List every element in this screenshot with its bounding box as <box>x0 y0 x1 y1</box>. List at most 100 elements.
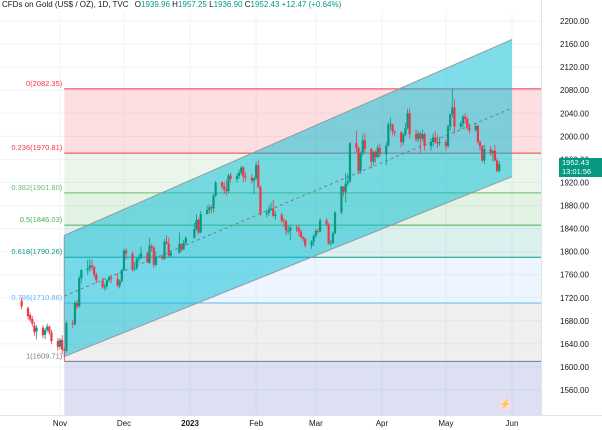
candle-body <box>116 278 119 286</box>
candle-body <box>80 270 83 279</box>
candle-body <box>180 244 183 250</box>
fib-level-label: 0.5(1846.03) <box>20 215 63 224</box>
candle-body <box>289 227 292 231</box>
candle-body <box>329 242 332 244</box>
candle-body <box>61 339 64 350</box>
candle-body <box>344 183 347 192</box>
price-tick-label: 1920.00 <box>560 178 589 187</box>
candle-body <box>406 113 409 129</box>
candle-body <box>124 250 128 254</box>
candle-body <box>225 189 228 192</box>
candle-body <box>122 250 126 271</box>
candle-body <box>393 131 396 133</box>
time-tick-label: Apr <box>376 419 389 428</box>
candle-body <box>93 267 96 275</box>
price-tick-label: 1640.00 <box>560 340 589 349</box>
time-tick-label: May <box>438 419 453 428</box>
open-label: O <box>134 0 142 9</box>
candle-body <box>408 113 411 135</box>
candle-body <box>295 227 298 229</box>
candle-body <box>250 177 253 181</box>
candle-body <box>376 147 379 158</box>
candle-body <box>267 209 271 213</box>
candle-body <box>199 214 202 233</box>
candle-body <box>327 224 330 244</box>
candle-body <box>244 176 247 178</box>
candle-body <box>481 146 484 161</box>
fibonacci-labels: 0(2082.35) 0.236(1970.81) 0.382(1901.80) 0.… <box>11 79 62 361</box>
candle-body <box>31 319 34 324</box>
candle-body <box>257 165 260 188</box>
candle-body <box>252 178 256 181</box>
candle-body <box>259 187 262 215</box>
candle-body <box>316 230 320 232</box>
candle-body <box>423 134 426 147</box>
candle-body <box>346 181 349 184</box>
candle-body <box>227 175 230 192</box>
candle-body <box>212 195 215 209</box>
candle-body <box>453 107 456 127</box>
candle-body <box>161 256 164 259</box>
candle-body <box>148 245 151 263</box>
candle-body <box>75 302 79 307</box>
candle-body <box>26 308 30 317</box>
candle-body <box>46 326 49 331</box>
candle-body <box>235 176 239 179</box>
candle-body <box>135 259 138 269</box>
candle-body <box>432 137 435 143</box>
candle-body <box>391 124 394 132</box>
candle-body <box>287 230 290 232</box>
channel-upper-line[interactable] <box>64 38 513 236</box>
candle-body <box>214 182 217 196</box>
price-tick-label: 1840.00 <box>560 225 589 234</box>
open-value: 1939.96 <box>141 0 170 9</box>
price-tick-label: 2080.00 <box>560 86 589 95</box>
candle-body <box>310 241 313 246</box>
candle-body <box>417 133 420 140</box>
candle-body <box>20 300 23 307</box>
candle-body <box>237 172 241 177</box>
candle-body <box>333 212 337 234</box>
candle-body <box>197 219 200 233</box>
candle-body <box>483 148 486 161</box>
candle-body <box>105 280 109 287</box>
candle-body <box>451 107 454 115</box>
lightning-icon[interactable]: ⚡ <box>499 398 512 411</box>
candle-body <box>95 274 98 281</box>
candle-body <box>163 241 166 259</box>
candle-body <box>265 212 268 215</box>
low-value: 1936.90 <box>213 0 243 9</box>
candle-body <box>312 236 315 242</box>
candle-body <box>438 142 441 144</box>
candle-body <box>419 133 422 139</box>
candle-body <box>389 124 392 126</box>
candle-body <box>372 151 375 162</box>
price-tick-label: 1560.00 <box>560 386 589 395</box>
legend-header: CFDs on Gold (US$ / OZ), 1D, TVC O1939.9… <box>2 0 341 10</box>
time-axis[interactable]: Nov Dec 2023 Feb Mar Apr May Jun <box>0 415 602 430</box>
candle-body <box>71 323 74 325</box>
candle-body <box>184 237 187 243</box>
candle-body <box>446 126 450 147</box>
candle-body <box>461 116 465 124</box>
candle-body <box>340 186 343 213</box>
candle-body <box>400 132 403 143</box>
candle-body <box>86 268 89 271</box>
price-axis[interactable]: 1560.00 1600.00 1640.00 1680.00 1720.00 1760.… <box>541 0 602 430</box>
candle-body <box>90 265 94 268</box>
candle-body <box>35 327 38 332</box>
candle-body <box>150 245 153 248</box>
candle-body <box>178 244 181 253</box>
candle-body <box>348 143 352 182</box>
candle-body <box>146 253 149 263</box>
candle-body <box>139 253 143 258</box>
candle-body <box>489 148 492 154</box>
channel-lower-line[interactable] <box>64 176 513 358</box>
candle-body <box>301 237 305 239</box>
candle-body <box>58 339 62 347</box>
price-tick-label: 1600.00 <box>560 363 589 372</box>
candle-body <box>101 280 104 288</box>
candle-body <box>370 148 373 162</box>
candle-body <box>137 257 140 260</box>
